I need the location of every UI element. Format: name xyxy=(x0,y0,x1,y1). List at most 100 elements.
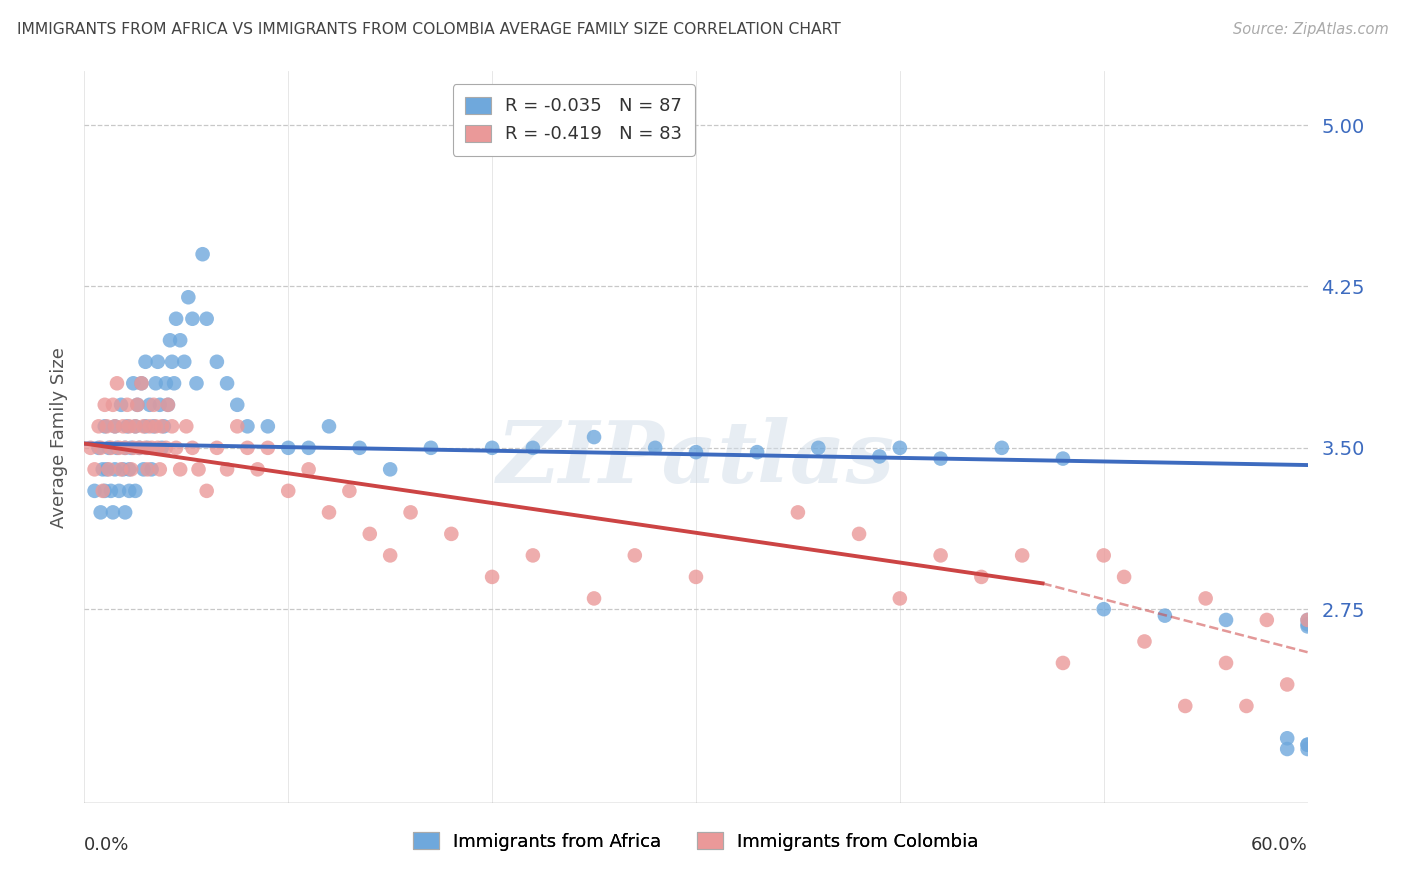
Point xyxy=(318,419,340,434)
Point xyxy=(359,527,381,541)
Point xyxy=(787,505,810,519)
Point xyxy=(349,441,371,455)
Point xyxy=(131,376,153,391)
Point xyxy=(87,419,110,434)
Point xyxy=(120,462,142,476)
Point xyxy=(929,549,952,563)
Point xyxy=(122,441,145,455)
Point xyxy=(149,462,172,476)
Point xyxy=(236,419,259,434)
Point xyxy=(257,441,280,455)
Text: 60.0%: 60.0% xyxy=(1251,836,1308,854)
Point xyxy=(115,419,138,434)
Point xyxy=(124,419,146,434)
Point xyxy=(105,376,128,391)
Point xyxy=(169,462,191,476)
Point xyxy=(177,290,200,304)
Point xyxy=(929,451,952,466)
Point xyxy=(257,419,280,434)
Point xyxy=(869,450,891,464)
Point xyxy=(156,398,179,412)
Point xyxy=(1052,656,1074,670)
Point xyxy=(1215,656,1237,670)
Point xyxy=(1317,656,1340,670)
Point xyxy=(124,483,146,498)
Point xyxy=(1296,619,1319,633)
Point xyxy=(298,462,321,476)
Point xyxy=(104,419,127,434)
Point xyxy=(146,441,169,455)
Point xyxy=(118,419,141,434)
Point xyxy=(399,505,422,519)
Point xyxy=(187,462,209,476)
Point xyxy=(156,398,179,412)
Point xyxy=(440,527,463,541)
Text: Source: ZipAtlas.com: Source: ZipAtlas.com xyxy=(1233,22,1389,37)
Point xyxy=(100,483,122,498)
Point xyxy=(1092,549,1115,563)
Point xyxy=(1317,698,1340,713)
Point xyxy=(522,441,544,455)
Point xyxy=(246,462,269,476)
Point xyxy=(112,419,135,434)
Point xyxy=(807,441,830,455)
Point xyxy=(1317,721,1340,735)
Point xyxy=(136,441,159,455)
Point xyxy=(112,462,135,476)
Point xyxy=(165,311,187,326)
Point xyxy=(848,527,870,541)
Point xyxy=(481,441,503,455)
Point xyxy=(217,376,239,391)
Point xyxy=(93,483,115,498)
Point xyxy=(186,376,208,391)
Point xyxy=(217,462,239,476)
Point xyxy=(165,441,187,455)
Point xyxy=(97,462,120,476)
Point xyxy=(153,419,176,434)
Point xyxy=(79,441,101,455)
Point xyxy=(522,549,544,563)
Point xyxy=(128,441,150,455)
Point xyxy=(174,419,197,434)
Point xyxy=(481,570,503,584)
Point xyxy=(889,591,911,606)
Point xyxy=(1296,738,1319,752)
Point xyxy=(91,483,114,498)
Point xyxy=(141,441,163,455)
Point xyxy=(93,419,115,434)
Point xyxy=(87,441,110,455)
Point xyxy=(142,398,165,412)
Point xyxy=(83,462,105,476)
Point xyxy=(91,462,114,476)
Point xyxy=(205,441,228,455)
Point xyxy=(1296,742,1319,756)
Point xyxy=(644,441,666,455)
Point xyxy=(128,441,150,455)
Point xyxy=(101,398,124,412)
Point xyxy=(120,441,142,455)
Point xyxy=(205,355,228,369)
Point xyxy=(339,483,361,498)
Point xyxy=(1011,549,1033,563)
Y-axis label: Average Family Size: Average Family Size xyxy=(49,347,67,527)
Point xyxy=(889,441,911,455)
Point xyxy=(138,398,160,412)
Point xyxy=(115,398,138,412)
Point xyxy=(96,462,118,476)
Text: 0.0%: 0.0% xyxy=(84,836,129,854)
Point xyxy=(195,311,218,326)
Point xyxy=(108,483,131,498)
Point xyxy=(1154,608,1177,623)
Point xyxy=(127,398,149,412)
Point xyxy=(155,376,177,391)
Point xyxy=(991,441,1014,455)
Point xyxy=(127,398,149,412)
Point xyxy=(150,441,173,455)
Point xyxy=(380,462,402,476)
Point xyxy=(131,376,153,391)
Point xyxy=(1317,617,1340,632)
Text: IMMIGRANTS FROM AFRICA VS IMMIGRANTS FROM COLOMBIA AVERAGE FAMILY SIZE CORRELATI: IMMIGRANTS FROM AFRICA VS IMMIGRANTS FRO… xyxy=(17,22,841,37)
Text: ZIPatlas: ZIPatlas xyxy=(496,417,896,500)
Point xyxy=(108,441,131,455)
Point xyxy=(138,419,160,434)
